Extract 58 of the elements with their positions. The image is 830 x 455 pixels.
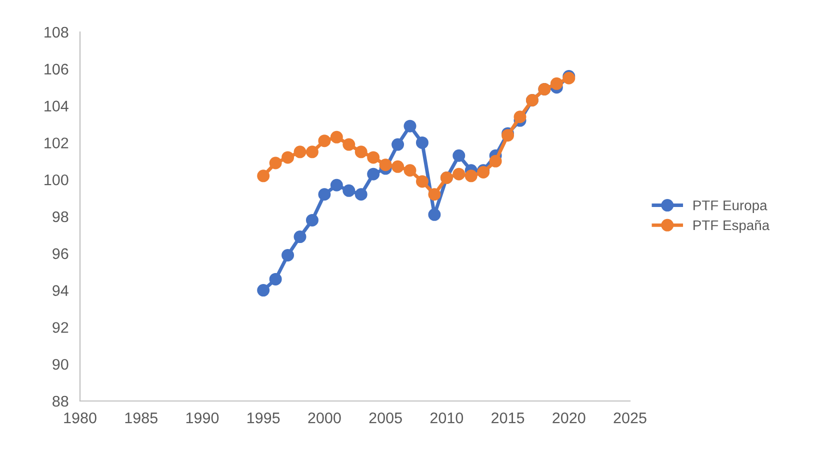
point [330, 178, 343, 192]
y-tick-label: 108 [44, 26, 68, 38]
y-tick-label: 104 [44, 100, 68, 112]
y-tick-label: 88 [52, 396, 68, 407]
y-tick-label: 92 [52, 322, 68, 333]
point [354, 188, 368, 201]
x-tick-label: 2020 [552, 412, 586, 424]
y-tick-label: 98 [52, 211, 68, 222]
x-tick-label: 1985 [125, 412, 158, 424]
point [428, 208, 441, 221]
y-tick-label: 96 [52, 248, 68, 260]
x-tick-label: 2015 [492, 412, 524, 424]
x-tick-label: 1980 [64, 412, 96, 424]
point [306, 146, 318, 158]
y-tick-label: 106 [44, 64, 68, 75]
y-tick-label: 90 [52, 358, 68, 370]
point [514, 110, 526, 124]
point [392, 138, 404, 151]
point [257, 170, 270, 182]
point [452, 168, 466, 180]
point [354, 146, 368, 158]
point [257, 284, 270, 297]
x-tick-label: 2025 [614, 412, 646, 424]
point [428, 188, 441, 201]
legend-label: PTF Europa [694, 200, 768, 214]
x-tick-label: 1990 [186, 412, 219, 424]
point [379, 158, 392, 172]
legend-label: PTF España [694, 220, 770, 233]
point [306, 214, 318, 226]
point [330, 130, 343, 144]
point [452, 149, 466, 162]
y-tick-label: 100 [44, 174, 68, 186]
point [294, 230, 306, 244]
x-tick-label: 1995 [248, 412, 280, 424]
point [367, 168, 380, 180]
point [367, 151, 380, 164]
x-tick-label: 2000 [308, 412, 341, 424]
point [392, 160, 404, 173]
point [318, 134, 331, 148]
y-tick-label: 102 [44, 138, 68, 148]
point [294, 146, 306, 158]
point [269, 156, 282, 170]
point [342, 138, 356, 151]
x-tick-label: 2005 [369, 412, 402, 424]
point [550, 77, 563, 90]
point [282, 151, 294, 164]
point [416, 136, 428, 149]
point [416, 175, 428, 188]
point [404, 164, 416, 177]
x-tick-label: 2010 [430, 412, 464, 424]
point [282, 248, 294, 262]
point [464, 170, 478, 182]
y-tick-label: 94 [52, 285, 68, 296]
point [489, 154, 502, 168]
point [269, 272, 282, 286]
point [342, 184, 356, 197]
point [318, 188, 331, 201]
point [404, 120, 416, 132]
